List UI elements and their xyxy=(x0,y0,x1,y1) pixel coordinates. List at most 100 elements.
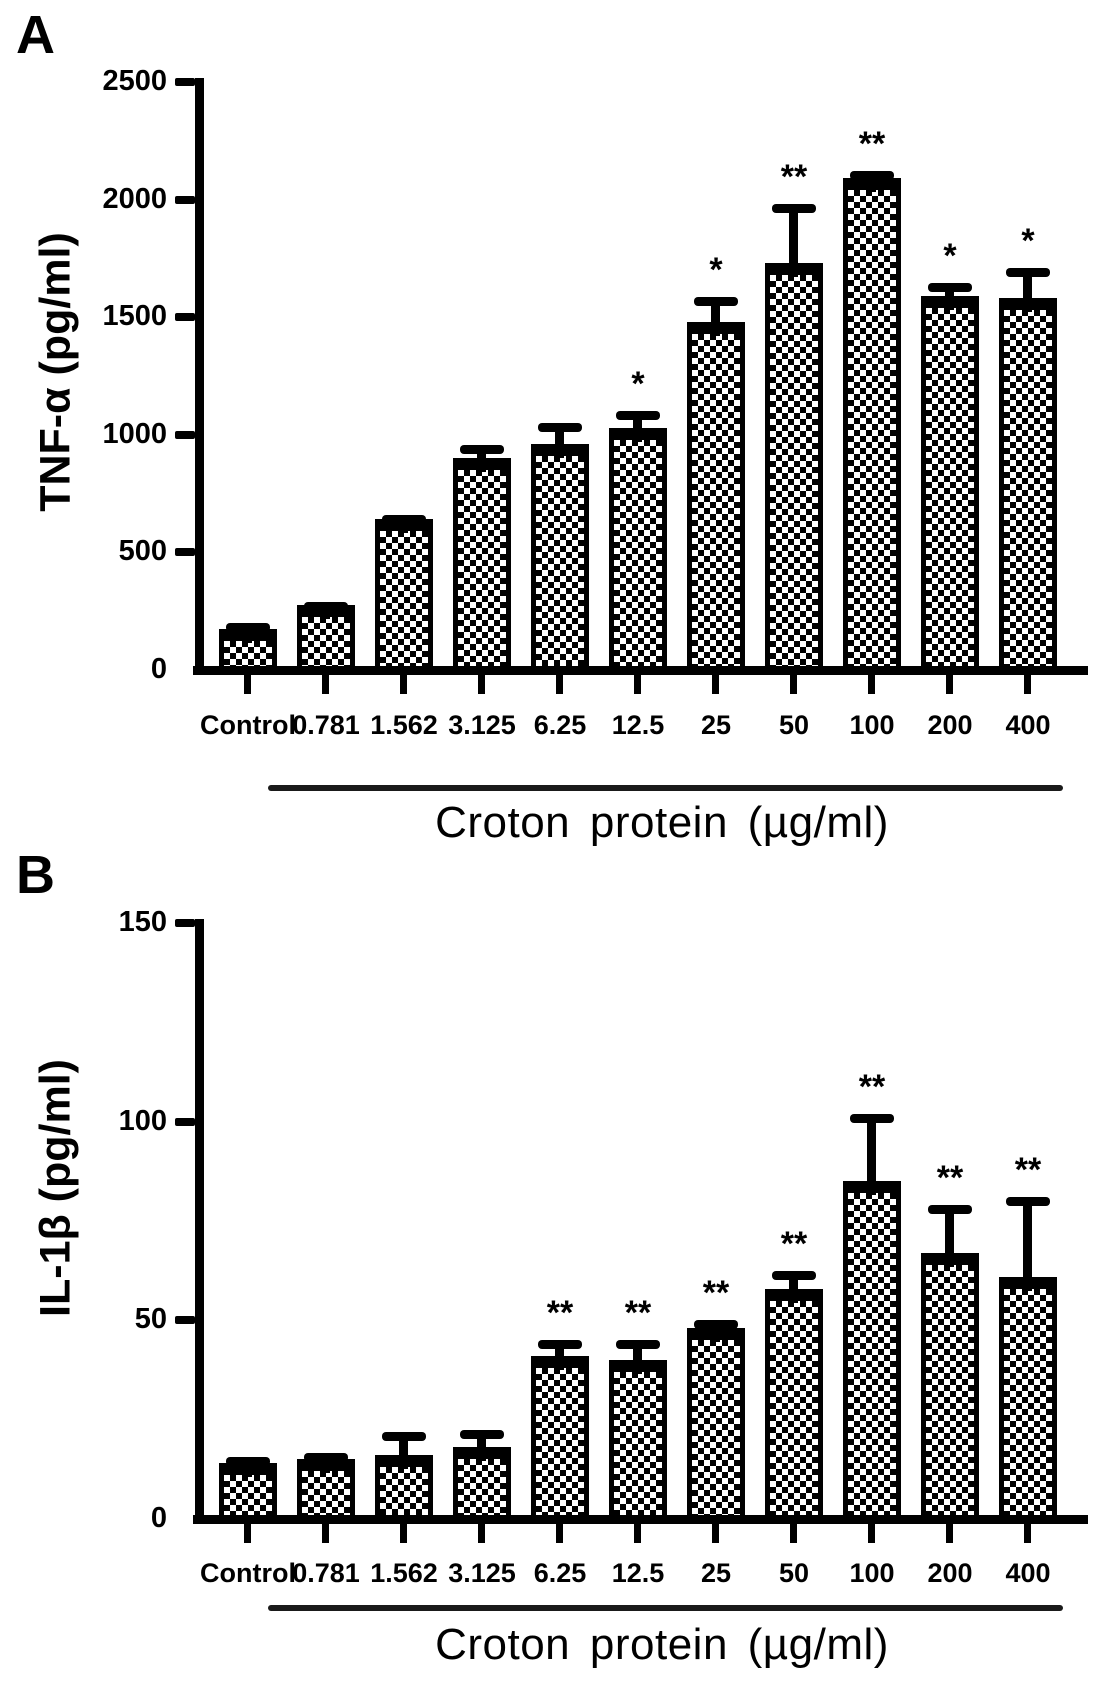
error-bar-cap-400 xyxy=(1006,267,1050,277)
error-bar-stem-6.25 xyxy=(555,427,564,459)
x-tick-100 xyxy=(868,1524,875,1543)
error-bar-cap-6.25 xyxy=(538,423,582,433)
bar-200 xyxy=(921,296,979,670)
x-tick-25 xyxy=(712,675,719,694)
y-tick-500 xyxy=(175,548,195,557)
error-bar-stem-3.125 xyxy=(477,1433,486,1462)
error-bar-stem-100 xyxy=(867,175,876,193)
x-tick-3.125 xyxy=(478,1524,485,1543)
error-bar-stem-400 xyxy=(1023,271,1032,313)
x-tick-200 xyxy=(946,675,953,694)
x-tick-1.562 xyxy=(400,1524,407,1543)
bar-50 xyxy=(765,263,823,670)
y-tick-label-50: 50 xyxy=(134,1303,167,1336)
bar-control xyxy=(219,1463,277,1519)
error-bar-stem-25 xyxy=(711,1324,720,1343)
x-label-control: Control xyxy=(200,710,296,740)
error-bar-cap-200 xyxy=(928,283,972,293)
x-axis-line xyxy=(193,666,1088,675)
significance-400: ** xyxy=(1014,1151,1042,1190)
y-tick-label-0: 0 xyxy=(150,1502,167,1534)
x-tick-25 xyxy=(712,1524,719,1543)
error-bar-stem-control xyxy=(243,626,252,643)
error-bar-cap-50 xyxy=(772,1270,816,1280)
error-bar-cap-25 xyxy=(694,297,738,307)
y-tick-2500 xyxy=(175,78,195,86)
significance-400: * xyxy=(1021,221,1035,260)
error-bar-stem-200 xyxy=(945,1209,954,1267)
significance-12.5: ** xyxy=(624,1294,652,1333)
error-bar-stem-0.781 xyxy=(321,1457,330,1474)
x-tick-12.5 xyxy=(634,675,641,694)
x-tick-200 xyxy=(946,1524,953,1543)
bar-12.5 xyxy=(609,1360,667,1519)
panel-b-dose-underline xyxy=(268,1605,1063,1611)
bar-400 xyxy=(999,1276,1057,1519)
x-label-50: 50 xyxy=(778,1558,810,1588)
error-bar-stem-3.125 xyxy=(477,449,486,473)
x-tick-control xyxy=(244,675,251,694)
bar-100 xyxy=(843,178,901,670)
significance-200: * xyxy=(943,237,957,276)
error-bar-cap-control xyxy=(226,622,270,632)
significance-100: ** xyxy=(858,125,886,164)
error-bar-cap-0.781 xyxy=(304,1453,348,1463)
x-label-50: 50 xyxy=(778,710,810,740)
x-label-6.25: 6.25 xyxy=(533,710,587,740)
error-bar-stem-1.562 xyxy=(399,518,408,534)
bar-6.25 xyxy=(531,444,589,670)
y-tick-50 xyxy=(175,1316,195,1325)
error-bar-stem-6.25 xyxy=(555,1344,564,1371)
x-axis-line xyxy=(193,1515,1088,1524)
significance-50: ** xyxy=(780,1224,808,1263)
significance-200: ** xyxy=(936,1159,964,1198)
significance-6.25: ** xyxy=(546,1294,574,1333)
panel-b-label: B xyxy=(16,845,55,905)
error-bar-stem-1.562 xyxy=(399,1435,408,1470)
x-label-400: 400 xyxy=(1005,1558,1051,1588)
error-bar-stem-50 xyxy=(789,1274,798,1303)
bar-400 xyxy=(999,298,1057,670)
error-bar-stem-control xyxy=(243,1461,252,1478)
error-bar-stem-200 xyxy=(945,287,954,311)
x-tick-6.25 xyxy=(556,1524,563,1543)
y-tick-label-500: 500 xyxy=(118,535,167,568)
error-bar-cap-control xyxy=(226,1457,270,1467)
error-bar-cap-25 xyxy=(694,1320,738,1330)
error-bar-cap-12.5 xyxy=(616,1340,660,1350)
x-tick-1.562 xyxy=(400,675,407,694)
error-bar-stem-400 xyxy=(1023,1201,1032,1291)
error-bar-cap-1.562 xyxy=(382,1431,426,1441)
error-bar-stem-12.5 xyxy=(633,1344,642,1375)
x-label-100: 100 xyxy=(849,710,895,740)
x-label-control: Control xyxy=(200,1558,296,1588)
bar-50 xyxy=(765,1288,823,1519)
y-tick-1500 xyxy=(175,313,195,322)
bar-25 xyxy=(687,321,745,670)
significance-25: * xyxy=(709,251,723,290)
x-tick-0.781 xyxy=(322,1524,329,1543)
y-axis-line xyxy=(195,919,204,1524)
error-bar-stem-50 xyxy=(789,208,798,278)
x-label-100: 100 xyxy=(849,1558,895,1588)
error-bar-cap-1.562 xyxy=(382,514,426,524)
error-bar-cap-200 xyxy=(928,1205,972,1215)
x-tick-0.781 xyxy=(322,675,329,694)
y-tick-label-0: 0 xyxy=(150,653,167,685)
x-label-0.781: 0.781 xyxy=(292,1558,360,1588)
error-bar-cap-6.25 xyxy=(538,1340,582,1350)
y-tick-label-1500: 1500 xyxy=(102,300,167,333)
y-axis-line xyxy=(195,78,204,675)
x-tick-50 xyxy=(790,675,797,694)
panel-a-x-axis-title: Croton protein (µg/ml) xyxy=(435,798,889,847)
y-tick-150 xyxy=(175,919,195,927)
error-bar-stem-25 xyxy=(711,301,720,336)
bar-0.781 xyxy=(297,1459,355,1519)
panel-a-label: A xyxy=(16,5,55,65)
panel-a-dose-underline xyxy=(268,785,1063,791)
error-bar-stem-100 xyxy=(867,1117,876,1196)
x-label-12.5: 12.5 xyxy=(611,710,665,740)
bar-200 xyxy=(921,1252,979,1519)
error-bar-cap-12.5 xyxy=(616,411,660,421)
